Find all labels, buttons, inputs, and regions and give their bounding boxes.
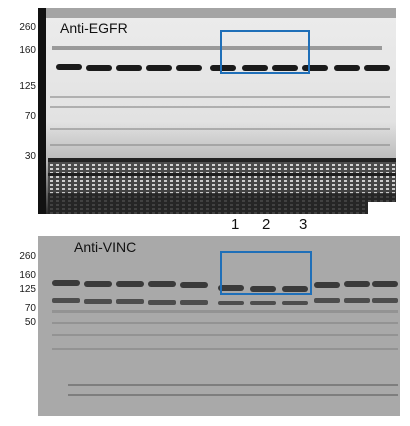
bottom-blot-title: Anti-VINC — [74, 239, 137, 255]
top-blot-title: Anti-EGFR — [60, 20, 128, 36]
marker-260-top: 260 — [19, 22, 36, 33]
marker-125-top: 125 — [19, 81, 36, 92]
bottom-blot-image — [38, 236, 400, 416]
marker-260-bottom: 260 — [19, 251, 36, 262]
lane-number-3: 3 — [299, 216, 308, 233]
top-blot-image — [38, 8, 396, 214]
top-highlight-box — [220, 30, 310, 74]
marker-50-bottom: 50 — [24, 317, 36, 328]
marker-70-top: 70 — [24, 111, 36, 122]
bottom-highlight-box — [220, 251, 312, 295]
marker-160-bottom: 160 — [19, 270, 36, 281]
lane-number-1: 1 — [231, 216, 240, 233]
marker-30-top: 30 — [24, 151, 36, 162]
lane-number-2: 2 — [262, 216, 271, 233]
marker-70-bottom: 70 — [24, 303, 36, 314]
marker-160-top: 160 — [19, 45, 36, 56]
marker-125-bottom: 125 — [19, 284, 36, 295]
